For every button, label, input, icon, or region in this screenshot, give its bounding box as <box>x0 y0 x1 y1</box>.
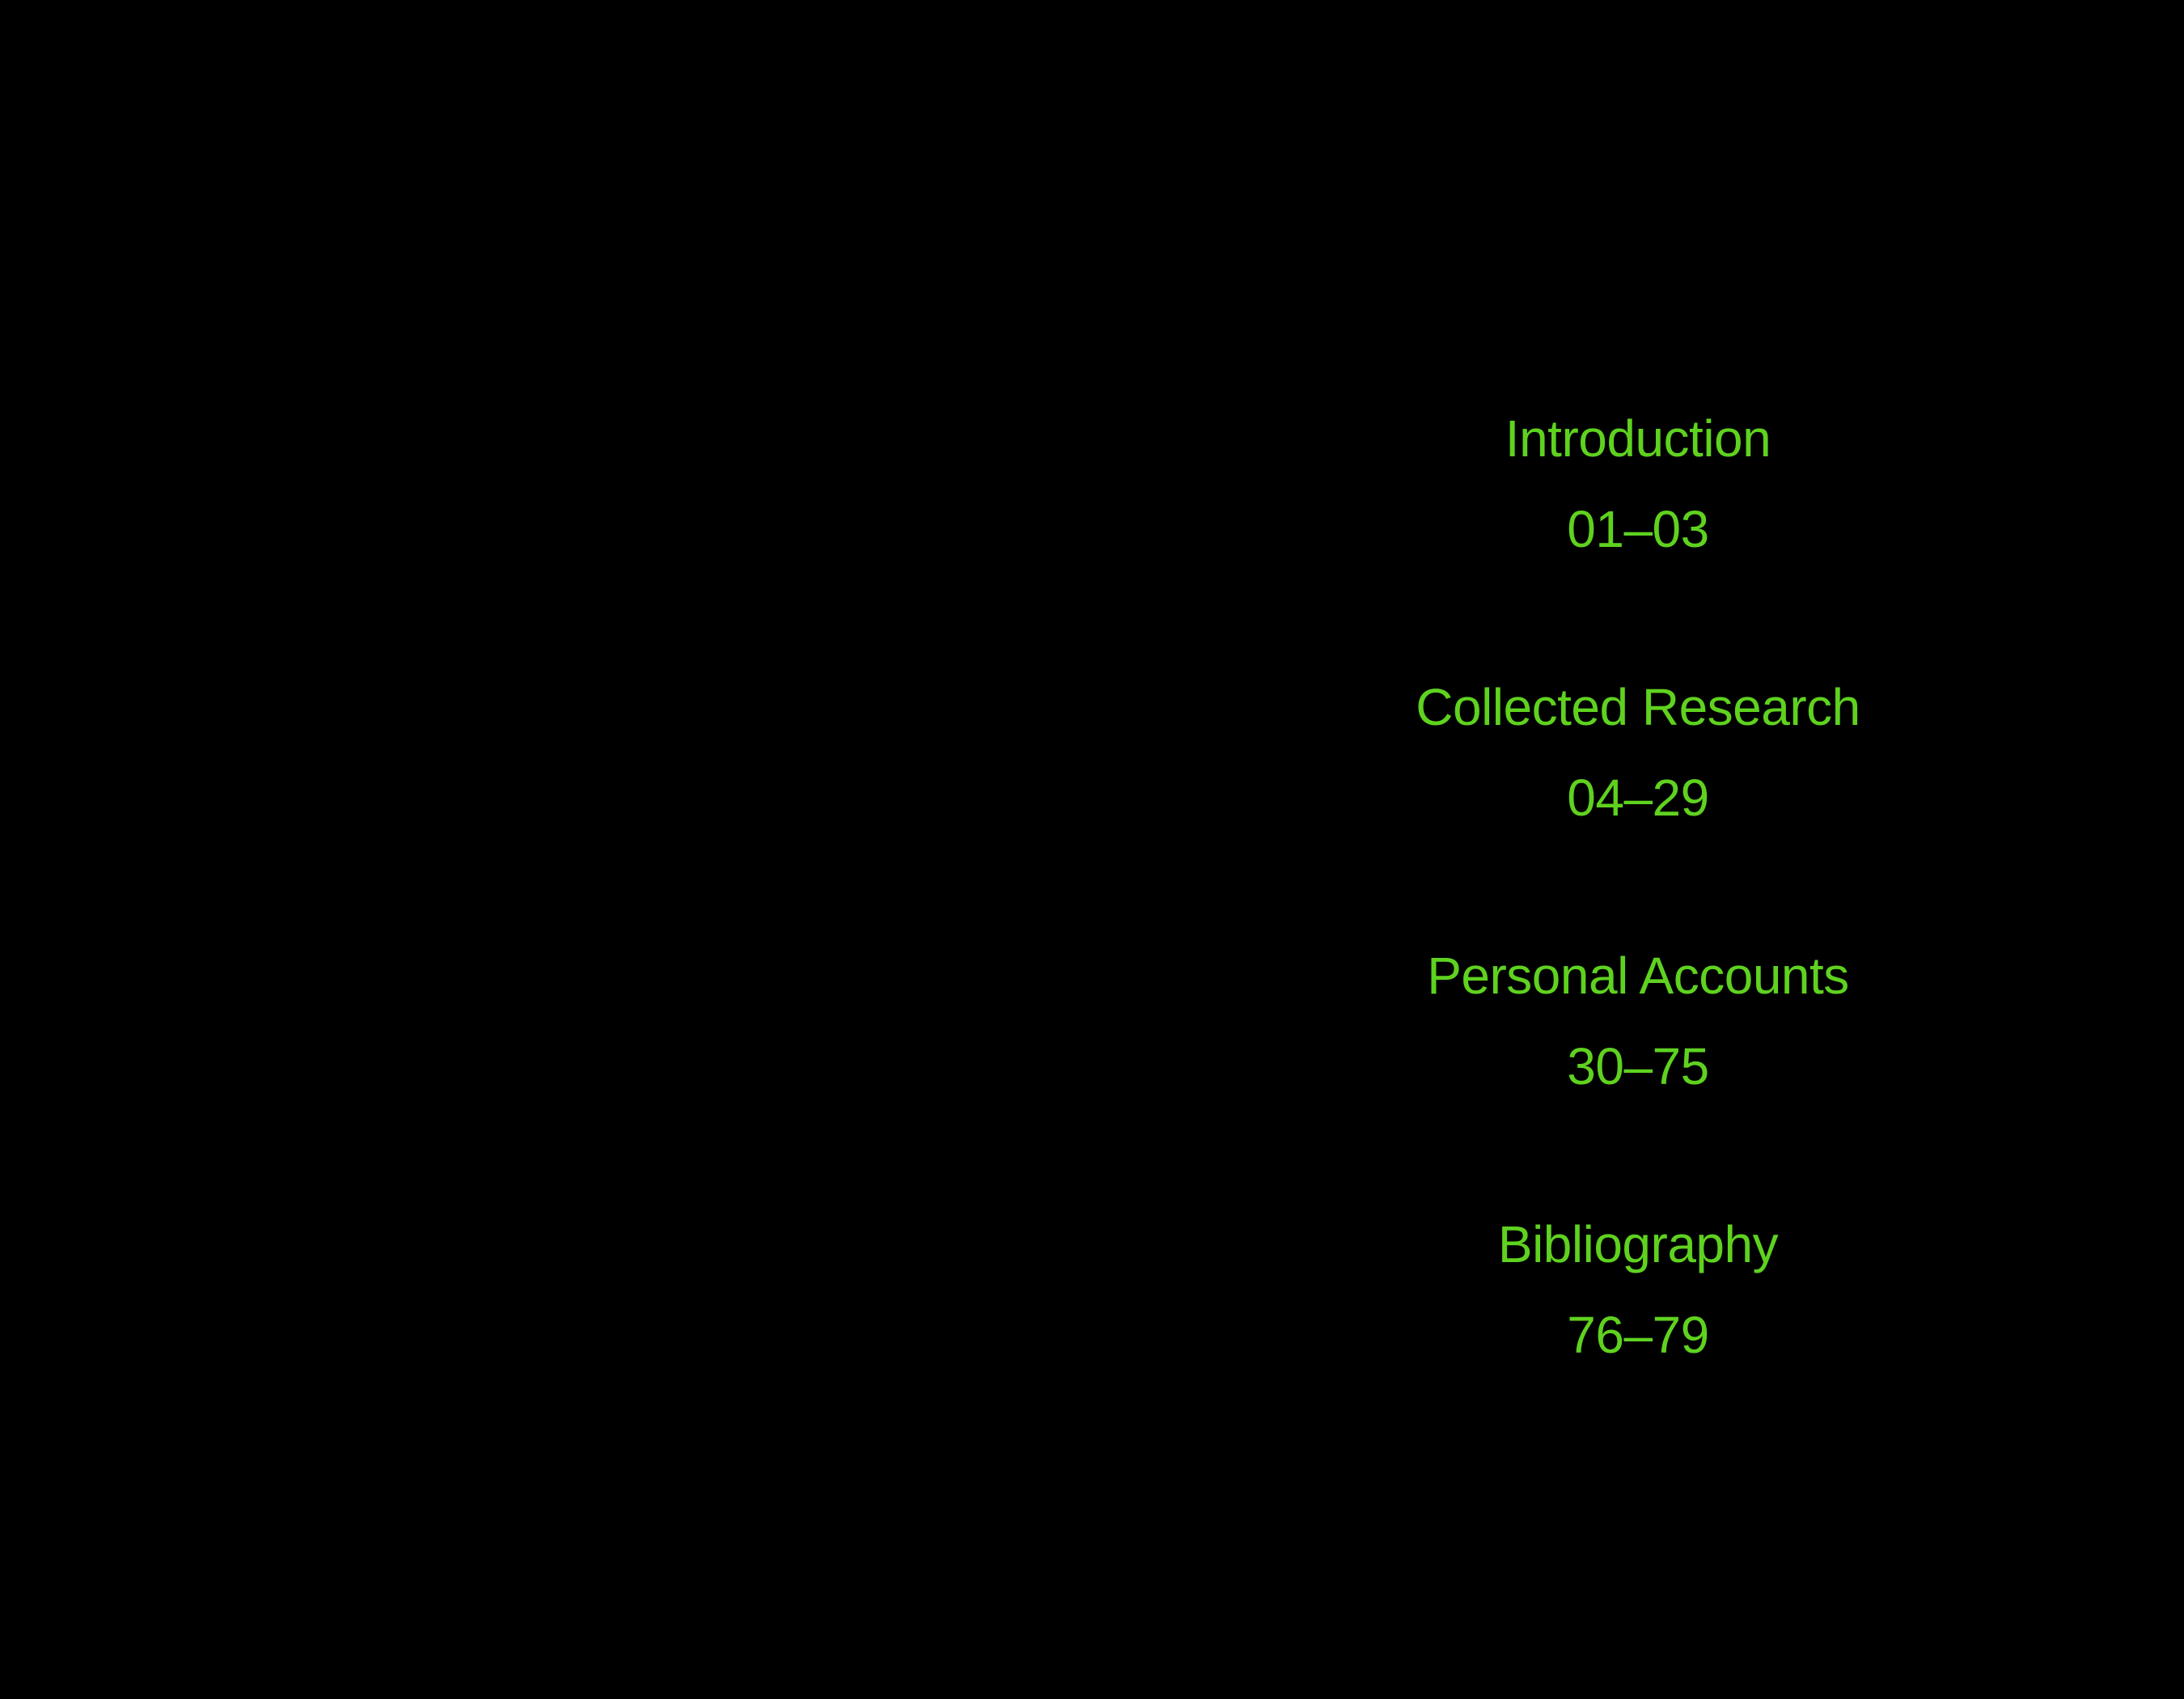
toc-entry-pages: 01–03 <box>1567 500 1709 558</box>
toc-entry-pages: 04–29 <box>1567 769 1709 827</box>
toc-entry-pages: 30–75 <box>1567 1037 1709 1095</box>
toc-entry-personal-accounts: Personal Accounts 30–75 <box>1314 950 1962 1193</box>
table-of-contents: Introduction 01–03 Collected Research 04… <box>1314 387 1962 1461</box>
toc-entry-introduction: Introduction 01–03 <box>1314 413 1962 655</box>
toc-entry-pages: 76–79 <box>1567 1306 1709 1364</box>
toc-entry-title: Bibliography <box>1497 1215 1779 1273</box>
toc-entry-title: Personal Accounts <box>1427 947 1849 1005</box>
toc-entry-collected-research: Collected Research 04–29 <box>1314 681 1962 924</box>
toc-entry-title: Collected Research <box>1416 678 1860 736</box>
toc-entry-bibliography: Bibliography 76–79 <box>1314 1218 1962 1461</box>
toc-entry-title: Introduction <box>1505 409 1771 468</box>
